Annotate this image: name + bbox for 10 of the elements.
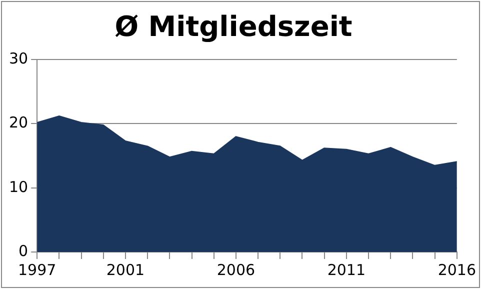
x-tick-label: 2006 xyxy=(216,260,256,279)
x-tick-label: 1997 xyxy=(18,260,56,279)
y-tick-label: 0 xyxy=(18,242,28,260)
x-tick-label: 2001 xyxy=(106,260,145,279)
x-tick-label: 2016 xyxy=(438,260,476,279)
x-tick-label: 2011 xyxy=(327,260,366,279)
y-tick-label: 20 xyxy=(8,114,28,132)
y-tick-label: 10 xyxy=(8,178,28,196)
chart-title: Ø Mitgliedszeit xyxy=(114,10,352,44)
y-tick-label: 30 xyxy=(8,49,28,68)
